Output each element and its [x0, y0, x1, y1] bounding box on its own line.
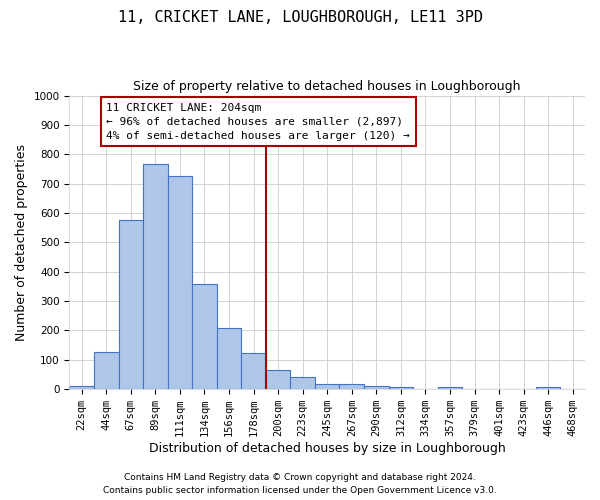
- Bar: [290, 378, 315, 389]
- Bar: [241, 354, 266, 389]
- Text: 11, CRICKET LANE, LOUGHBOROUGH, LE11 3PD: 11, CRICKET LANE, LOUGHBOROUGH, LE11 3PD: [118, 10, 482, 25]
- Bar: [94, 352, 119, 389]
- Bar: [167, 176, 192, 389]
- Bar: [192, 284, 217, 389]
- X-axis label: Distribution of detached houses by size in Loughborough: Distribution of detached houses by size …: [149, 442, 506, 455]
- Bar: [70, 386, 94, 389]
- Bar: [389, 387, 413, 389]
- Y-axis label: Number of detached properties: Number of detached properties: [15, 144, 28, 341]
- Bar: [437, 387, 462, 389]
- Bar: [364, 386, 389, 389]
- Bar: [315, 384, 340, 389]
- Text: 11 CRICKET LANE: 204sqm
← 96% of detached houses are smaller (2,897)
4% of semi-: 11 CRICKET LANE: 204sqm ← 96% of detache…: [106, 103, 410, 141]
- Bar: [340, 384, 364, 389]
- Text: Contains HM Land Registry data © Crown copyright and database right 2024.
Contai: Contains HM Land Registry data © Crown c…: [103, 474, 497, 495]
- Bar: [119, 220, 143, 389]
- Bar: [536, 387, 560, 389]
- Bar: [266, 370, 290, 389]
- Title: Size of property relative to detached houses in Loughborough: Size of property relative to detached ho…: [133, 80, 521, 93]
- Bar: [217, 328, 241, 389]
- Bar: [143, 164, 167, 389]
